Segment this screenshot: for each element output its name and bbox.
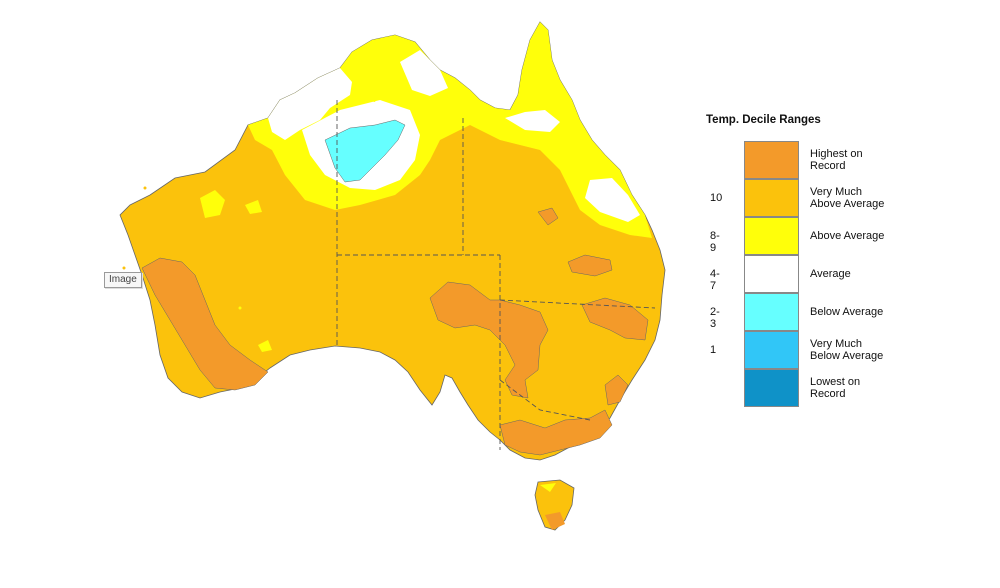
highest-record-qld1 xyxy=(537,207,559,226)
northern-average-region xyxy=(268,68,352,140)
above-average-blob-nt xyxy=(355,72,382,102)
legend-label: Very Much Above Average xyxy=(810,186,885,210)
top-end-average-region xyxy=(400,50,448,96)
legend-decile: 4-7 xyxy=(710,268,720,292)
highest-record-sw-wa xyxy=(141,257,269,391)
island-3 xyxy=(238,306,242,310)
legend-label: Lowest on Record xyxy=(810,376,861,400)
cape-york-average-region xyxy=(505,110,560,132)
queensland-average-region xyxy=(585,178,640,222)
legend-swatch xyxy=(744,217,799,255)
legend-decile: 8-9 xyxy=(710,230,720,254)
below-average-region xyxy=(324,119,406,183)
legend-swatch xyxy=(744,293,799,331)
tasmania-above xyxy=(540,483,556,492)
tasmania-highest xyxy=(545,512,565,530)
legend-swatch xyxy=(744,179,799,217)
highest-record-qld2 xyxy=(567,254,613,277)
legend-title: Temp. Decile Ranges xyxy=(706,114,821,126)
highest-record-nsw-coast xyxy=(604,374,629,406)
legend-label: Below Average xyxy=(810,306,884,318)
legend-label: Highest on Record xyxy=(810,148,863,172)
legend-label: Very Much Below Average xyxy=(810,338,884,362)
highest-record-sa-west xyxy=(429,281,549,399)
above-average-blob-wa3 xyxy=(258,340,272,352)
legend-swatch xyxy=(744,331,799,369)
image-tooltip: Image xyxy=(104,272,142,288)
state-borders xyxy=(336,100,656,450)
above-average-blob-wa xyxy=(200,190,225,218)
legend-swatch xyxy=(744,141,799,179)
legend-swatch xyxy=(744,369,799,407)
legend-swatch xyxy=(744,255,799,293)
highest-record-nsw xyxy=(581,297,649,341)
highest-record-vic xyxy=(499,409,613,456)
legend-decile: 10 xyxy=(710,192,723,204)
legend-label: Above Average xyxy=(810,230,885,242)
legend-decile: 2-3 xyxy=(710,306,720,330)
island-1 xyxy=(143,186,147,190)
island-2 xyxy=(122,266,126,270)
above-average-blob-wa2 xyxy=(245,200,262,214)
legend-label: Average xyxy=(810,268,851,280)
legend-decile: 1 xyxy=(710,344,717,356)
